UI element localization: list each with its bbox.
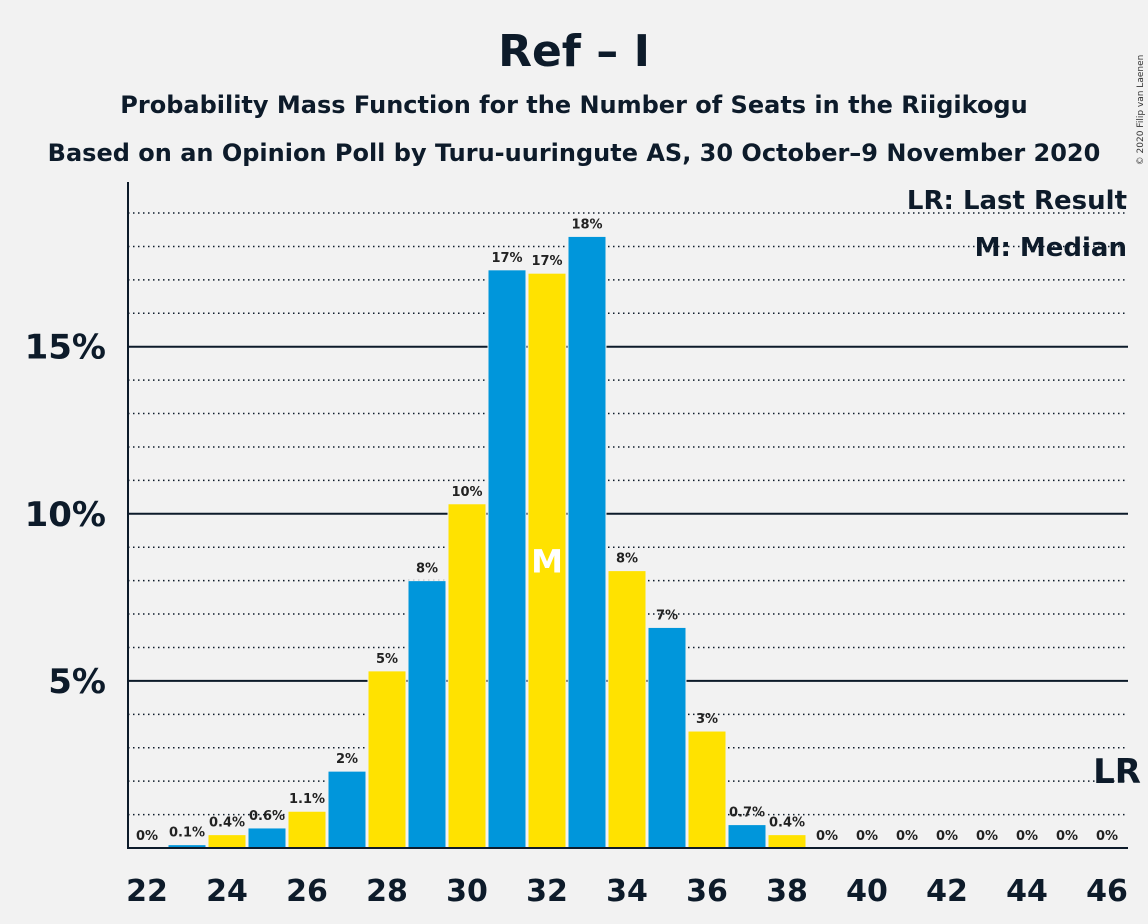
last-result-marker: LR [1093, 752, 1141, 792]
bar-seat-28 [367, 670, 407, 849]
data-label-seat-25: 0.6% [249, 809, 285, 824]
data-label-seat-27: 2% [336, 752, 358, 767]
bar-seat-25 [247, 827, 287, 849]
bar-seat-34 [607, 570, 647, 849]
chart-title: Ref – I [498, 26, 650, 77]
data-label-seat-33: 18% [571, 217, 602, 232]
data-label-seat-45: 0% [1056, 829, 1078, 844]
x-tick-label: 22 [126, 874, 168, 909]
data-label-seat-22: 0% [136, 829, 158, 844]
x-tick-label: 26 [286, 874, 328, 909]
data-label-seat-39: 0% [816, 829, 838, 844]
x-tick-label: 36 [686, 874, 728, 909]
bar-seat-24 [207, 834, 247, 849]
data-label-seat-34: 8% [616, 552, 638, 567]
data-label-seat-26: 1.1% [289, 792, 325, 807]
copyright-notice: © 2020 Filip van Laenen [1136, 55, 1146, 166]
data-label-seat-24: 0.4% [209, 816, 245, 831]
y-tick-label: 5% [48, 662, 106, 702]
bar-seat-29 [407, 580, 447, 849]
bar-seat-27 [327, 770, 367, 849]
chart-subtitle-1: Probability Mass Function for the Number… [120, 91, 1027, 119]
chart-subtitle-2: Based on an Opinion Poll by Turu-uuringu… [48, 139, 1101, 167]
data-label-seat-32: 17% [531, 254, 562, 269]
bar-seat-31 [487, 269, 527, 849]
x-tick-label: 40 [846, 874, 888, 909]
data-label-seat-35: 7% [656, 608, 678, 623]
x-tick-label: 42 [926, 874, 968, 909]
data-label-seat-46: 0% [1096, 829, 1118, 844]
data-label-seat-23: 0.1% [169, 826, 205, 841]
x-tick-label: 24 [206, 874, 248, 909]
x-tick-label: 38 [766, 874, 808, 909]
bar-seat-36 [687, 730, 727, 849]
data-label-seat-36: 3% [696, 712, 718, 727]
legend-median: M: Median [975, 233, 1127, 263]
x-tick-label: 32 [526, 874, 568, 909]
median-marker: M [531, 543, 563, 581]
x-tick-label: 30 [446, 874, 488, 909]
data-label-seat-37: 0.7% [729, 806, 765, 821]
data-label-seat-44: 0% [1016, 829, 1038, 844]
y-tick-label: 10% [25, 495, 106, 535]
x-tick-label: 28 [366, 874, 408, 909]
data-label-seat-30: 10% [451, 485, 482, 500]
data-label-seat-28: 5% [376, 652, 398, 667]
data-label-seat-31: 17% [491, 251, 522, 266]
bar-seat-26 [287, 810, 327, 849]
bar-seat-38 [767, 834, 807, 849]
legend-last-result: LR: Last Result [907, 186, 1127, 216]
data-label-seat-43: 0% [976, 829, 998, 844]
data-label-seat-40: 0% [856, 829, 878, 844]
x-tick-label: 46 [1086, 874, 1128, 909]
bar-seat-37 [727, 824, 767, 849]
bar-seat-32 [527, 272, 567, 849]
x-tick-label: 34 [606, 874, 648, 909]
data-labels: 0% 0.1% 0.4% 0.6% 1.1% 2% 5% 8% 10% 17% 17% 18% 8% 7%… [136, 217, 1141, 844]
x-tick-labels: 22 24 26 28 30 32 34 36 38 40 42 44 46 [126, 874, 1128, 909]
bar-seat-35 [647, 626, 687, 849]
data-label-seat-41: 0% [896, 829, 918, 844]
data-label-seat-29: 8% [416, 562, 438, 577]
bars [167, 235, 807, 849]
y-tick-labels: 5% 10% 15% [25, 328, 106, 702]
bar-seat-33 [567, 235, 607, 849]
bar-seat-30 [447, 503, 487, 849]
x-tick-label: 44 [1006, 874, 1048, 909]
data-label-seat-38: 0.4% [769, 816, 805, 831]
data-label-seat-42: 0% [936, 829, 958, 844]
y-tick-label: 15% [25, 328, 106, 368]
